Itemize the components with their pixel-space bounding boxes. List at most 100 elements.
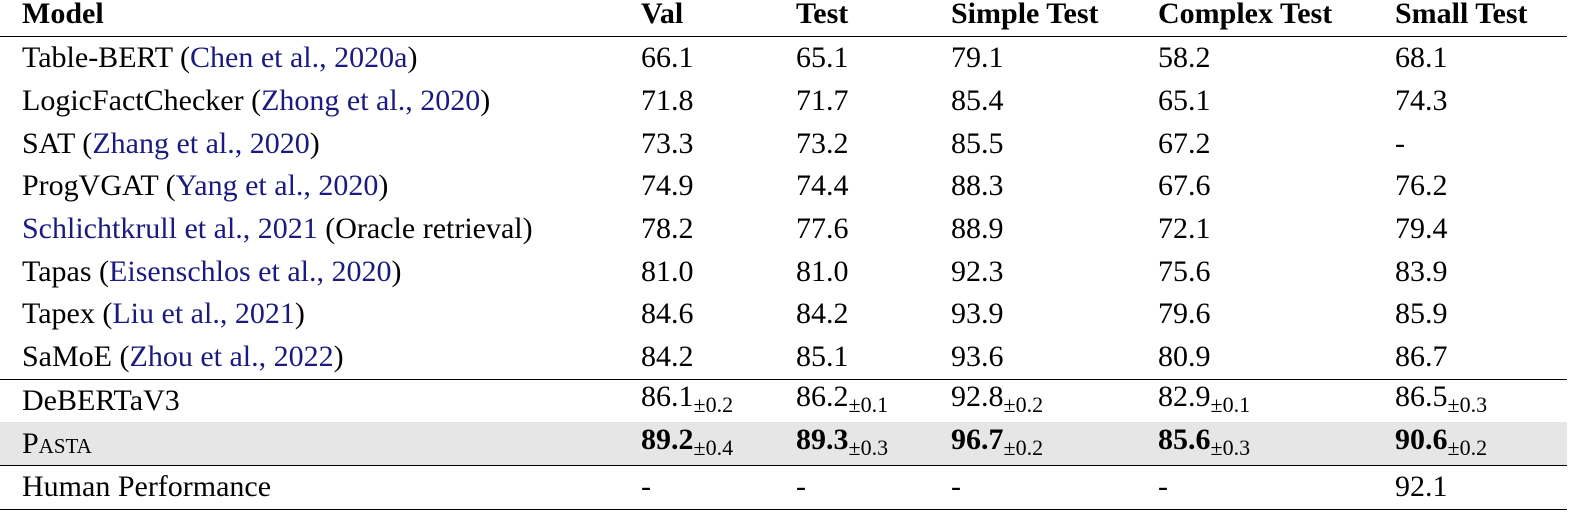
score: 85.4 [951,84,1004,118]
model-cell: Table-BERT (Chen et al., 2020a) [0,37,641,80]
score: 85.5 [951,126,1004,160]
score: 85.6 [1158,422,1211,456]
score-cell: 89.3±0.3 [796,422,951,465]
score: 79.1 [951,41,1004,75]
score-cell: 72.1 [1158,208,1395,251]
score-cell: 86.7 [1395,336,1567,379]
score-cell: 79.1 [951,37,1158,80]
score: - [796,470,806,504]
score-std: ±0.3 [848,434,889,460]
score: 92.3 [951,254,1004,288]
citation: Chen et al., 2020a [190,41,408,75]
score: 84.6 [641,297,694,331]
model-name: ) [391,254,402,288]
model-cell: DeBERTaV3 [0,379,641,422]
score: 86.7 [1395,340,1448,374]
model-name: Tapas ( [22,254,110,288]
header-cell: Model [22,0,104,30]
score-cell: 83.9 [1395,250,1567,293]
score: 89.3 [796,422,849,456]
score-cell: 67.2 [1158,122,1395,165]
model-cell: Tapex (Liu et al., 2021) [0,293,641,336]
model-name: SaMoE ( [22,340,130,374]
header-cell: Val [641,0,684,30]
model-name: ) [480,84,491,118]
score-cell: 86.5±0.3 [1395,379,1567,422]
score-cell: 65.1 [1158,80,1395,123]
model-name: ) [378,169,389,203]
score-cell: - [641,465,796,509]
score: 74.9 [641,169,694,203]
score-cell: 84.6 [641,293,796,336]
score-cell: 92.8±0.2 [951,379,1158,422]
score-std: ±0.3 [1210,434,1251,460]
score-std: ±0.2 [1003,434,1044,460]
score: 88.9 [951,212,1004,246]
score: 84.2 [796,297,849,331]
score-cell: 85.5 [951,122,1158,165]
score-cell: 71.7 [796,80,951,123]
score-cell: 86.1±0.2 [641,379,796,422]
model-cell: Tapas (Eisenschlos et al., 2020) [0,250,641,293]
model-name: ) [309,126,320,160]
citation: Zhang et al., 2020 [92,126,310,160]
score-cell: 81.0 [796,250,951,293]
score: 86.2 [796,379,849,413]
model-name: Pasta [22,426,92,460]
score-cell: 81.0 [641,250,796,293]
table-header: Model Val Test Simple Test Complex Test Small… [0,0,1567,37]
citation: Liu et al., 2021 [112,297,295,331]
model-cell: SAT (Zhang et al., 2020) [0,122,641,165]
score-cell: 96.7±0.2 [951,422,1158,465]
score-cell: - [1395,122,1567,165]
score: 80.9 [1158,340,1211,374]
score: 72.1 [1158,212,1211,246]
score-cell: 88.3 [951,165,1158,208]
score: 66.1 [641,41,694,75]
score-cell: 85.4 [951,80,1158,123]
header-row: Model Val Test Simple Test Complex Test Small… [0,0,1567,37]
table-row: LogicFactChecker (Zhong et al., 2020) 71.… [0,80,1567,123]
score-cell: 74.9 [641,165,796,208]
score: 75.6 [1158,254,1211,288]
model-cell: ProgVGAT (Yang et al., 2020) [0,165,641,208]
score: 90.6 [1395,422,1448,456]
citation: Zhong et al., 2020 [261,84,481,118]
score-cell: 73.3 [641,122,796,165]
score: 71.7 [796,84,849,118]
table-row: DeBERTaV3 86.1±0.2 86.2±0.1 92.8±0.2 82.9±0.… [0,379,1567,422]
score-std: ±0.2 [1447,434,1488,460]
score-cell: 85.6±0.3 [1158,422,1395,465]
score: 83.9 [1395,254,1448,288]
score: 77.6 [796,212,849,246]
score: 79.4 [1395,212,1448,246]
model-name: ) [294,297,305,331]
score-cell: 80.9 [1158,336,1395,379]
score-cell: 88.9 [951,208,1158,251]
score-std: ±0.2 [1003,391,1044,417]
score: 73.3 [641,126,694,160]
model-cell: LogicFactChecker (Zhong et al., 2020) [0,80,641,123]
score: 73.2 [796,126,849,160]
score: 93.6 [951,340,1004,374]
row-group: DeBERTaV3 86.1±0.2 86.2±0.1 92.8±0.2 82.9±0.… [0,379,1567,466]
score-cell: 76.2 [1395,165,1567,208]
score-cell: 93.9 [951,293,1158,336]
citation: Yang et al., 2020 [175,169,379,203]
score-cell: - [1158,465,1395,509]
score-std: ±0.1 [1210,391,1251,417]
score-cell: 74.4 [796,165,951,208]
model-name: Tapex ( [22,297,113,331]
model-cell: Human Performance [0,465,641,509]
model-name: SAT ( [22,126,93,160]
score: 71.8 [641,84,694,118]
score: - [1158,470,1168,504]
score: 85.9 [1395,297,1448,331]
score: 58.2 [1158,41,1211,75]
table-row: Schlichtkrull et al., 2021 (Oracle retri… [0,208,1567,251]
score-cell: 79.6 [1158,293,1395,336]
header-cell: Test [796,0,849,30]
score: - [951,470,961,504]
table-row: ProgVGAT (Yang et al., 2020) 74.9 74.4 88.3… [0,165,1567,208]
score-cell: 85.9 [1395,293,1567,336]
